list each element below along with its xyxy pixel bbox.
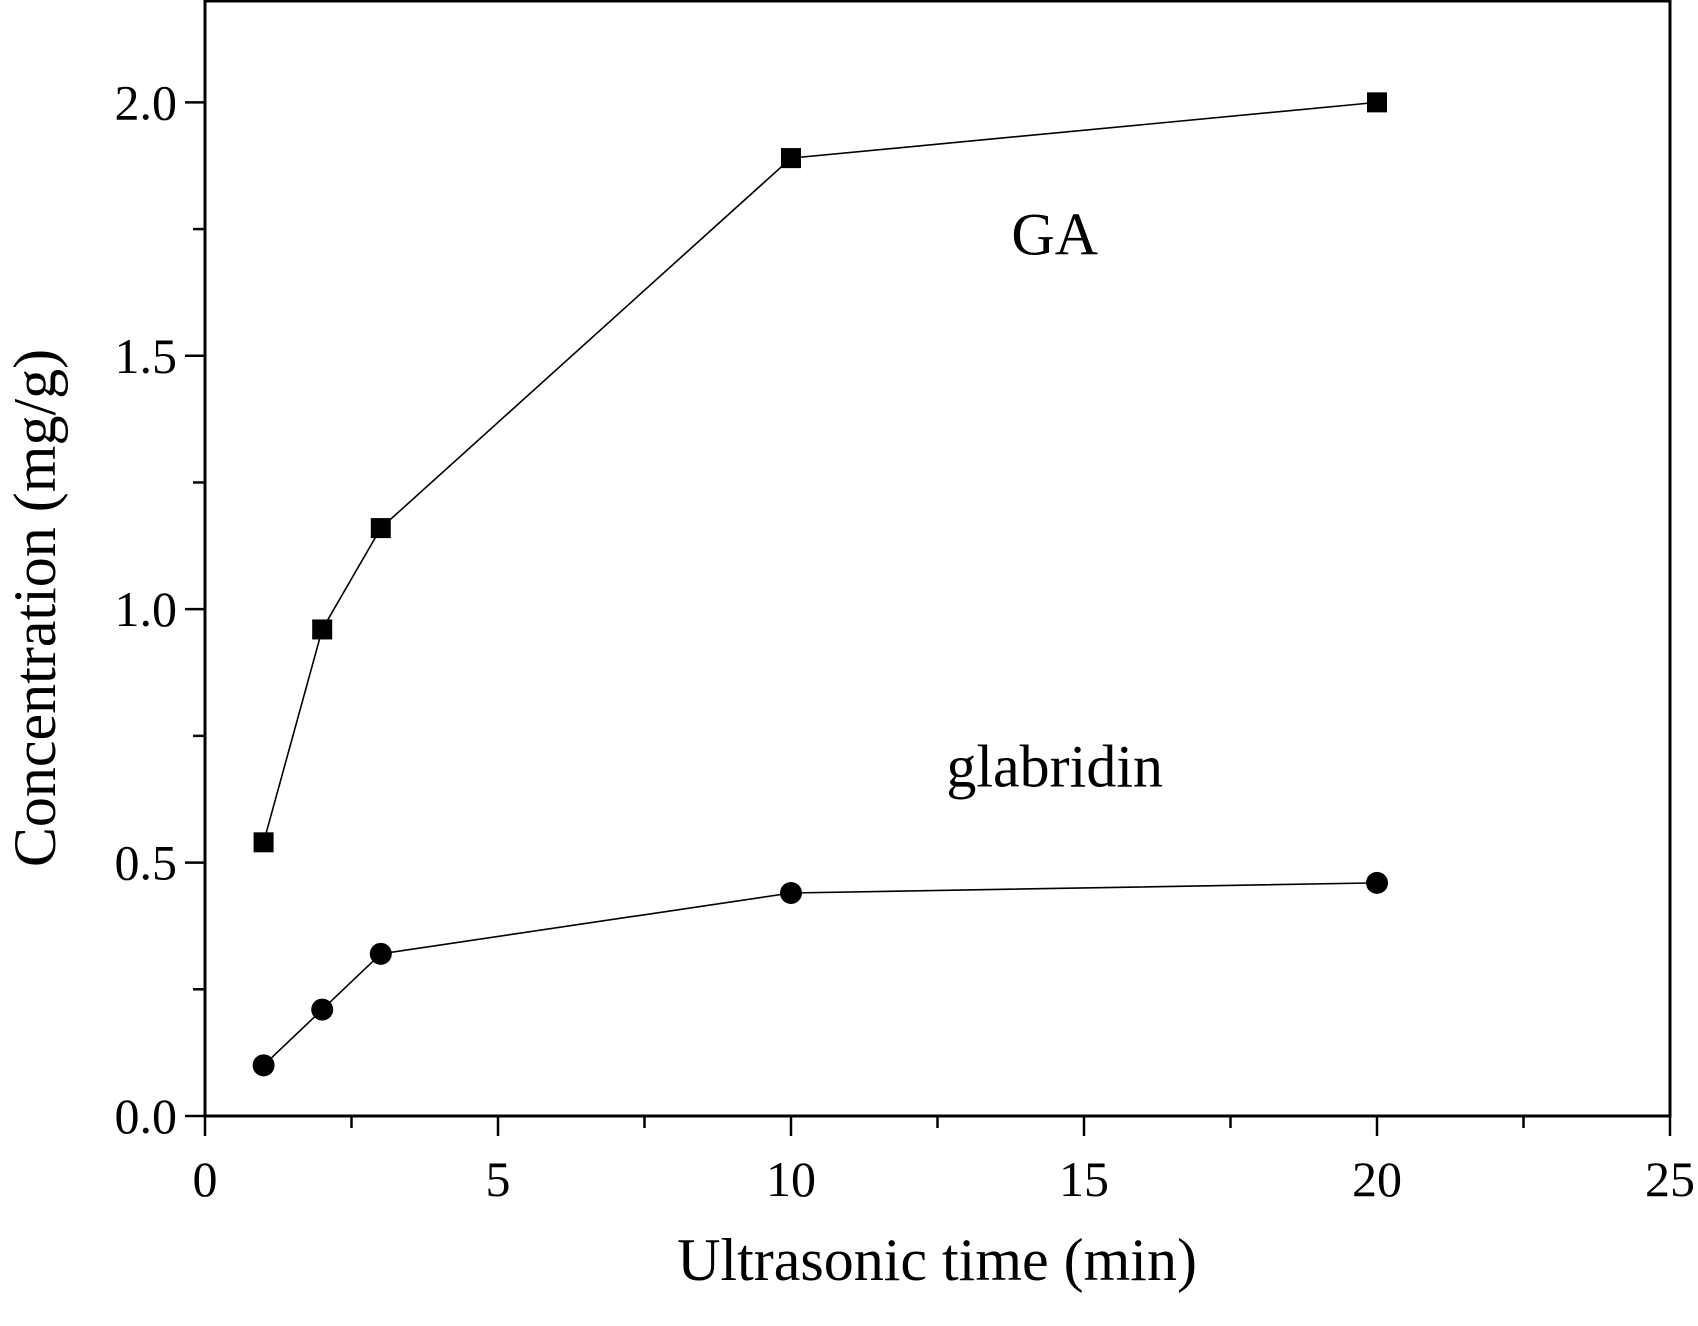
y-tick-label: 0.0 (115, 1088, 178, 1144)
data-point-glabridin (252, 1054, 275, 1077)
x-tick-label: 20 (1352, 1151, 1402, 1207)
y-tick-label: 1.0 (115, 581, 178, 637)
data-point-glabridin (369, 942, 392, 965)
annotation-label: GA (1011, 201, 1098, 267)
annotation-layer: GA glabridin (946, 201, 1163, 799)
y-tick-label: 2.0 (115, 74, 178, 130)
x-tick-label: 5 (486, 1151, 511, 1207)
x-axis-ticks: 0 5 10 15 20 25 (193, 1116, 1695, 1207)
data-point-glabridin (780, 882, 802, 904)
data-point-ga (781, 148, 801, 169)
series-line-glabridin (263, 882, 1378, 1066)
y-axis-title: Concentration (mg/g) (2, 349, 68, 867)
y-axis-ticks: 0.0 0.5 1.0 1.5 2.0 (115, 74, 205, 1144)
y-tick-label: 1.5 (115, 328, 178, 384)
data-point-glabridin (311, 998, 334, 1021)
series-layer (252, 92, 1388, 1077)
data-point-ga (1367, 92, 1387, 113)
y-tick-label: 0.5 (115, 835, 178, 891)
x-tick-label: 25 (1645, 1151, 1695, 1207)
series-line-ga (262, 101, 1378, 843)
data-point-ga (312, 619, 333, 640)
x-tick-label: 15 (1059, 1151, 1109, 1207)
x-axis-title: Ultrasonic time (min) (677, 1227, 1197, 1293)
data-point-ga (370, 518, 391, 539)
x-tick-label: 0 (193, 1151, 218, 1207)
plot-frame (203, 0, 1672, 1118)
x-tick-label: 10 (766, 1151, 816, 1207)
annotation-label: glabridin (946, 734, 1163, 800)
data-point-ga (253, 832, 274, 853)
data-point-glabridin (1366, 871, 1388, 894)
